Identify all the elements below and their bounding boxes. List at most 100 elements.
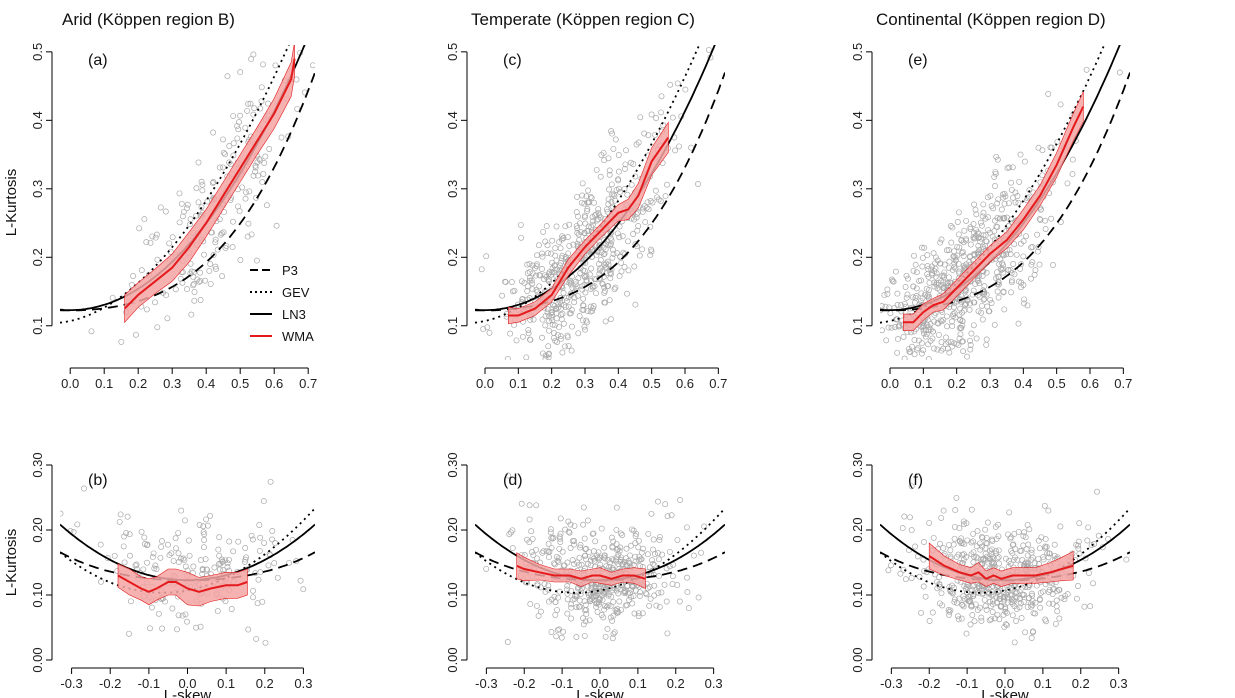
data-point [530,552,537,559]
data-point [584,308,591,314]
data-point [152,234,159,241]
data-point [904,275,911,282]
data-point [123,530,130,537]
data-point [608,181,615,188]
y-axis-title: L-Kurtosis [3,529,20,597]
data-point [196,278,203,285]
data-point [1091,541,1098,547]
data-point [617,530,624,537]
data-point [920,539,927,545]
data-point [582,274,588,281]
data-point [1000,252,1007,259]
data-point [905,345,912,352]
data-point [580,259,587,266]
data-point [1035,144,1042,151]
data-point [529,270,536,277]
data-point [534,555,540,562]
data-point [207,280,214,287]
data-point [626,552,633,559]
data-point [534,581,541,587]
data-point [478,266,485,273]
data-point [936,581,943,588]
data-point [202,277,208,284]
data-point [1035,555,1042,562]
data-point [907,514,913,521]
data-point [152,299,158,306]
data-point [251,105,258,112]
data-point [956,268,962,275]
data-point [263,202,270,209]
data-point [588,265,595,272]
data-point [601,250,608,257]
x-tick-label: 0.2 [543,376,561,391]
data-point [1011,271,1018,278]
data-point [1007,560,1014,567]
data-point [502,279,509,286]
data-point [970,322,977,329]
data-point [580,504,587,511]
data-point [1052,620,1059,627]
data-point [187,221,193,228]
data-point [567,521,574,528]
data-point [162,208,169,215]
data-point [203,566,210,573]
data-point [552,266,559,273]
data-point [138,267,145,274]
data-point [975,590,982,597]
data-point [927,326,934,333]
data-point [200,523,207,530]
data-point [1021,300,1027,307]
data-point [595,206,602,213]
data-point [150,550,157,557]
data-point [915,345,921,352]
data-point [983,269,990,276]
data-point [571,522,578,529]
data-point [564,559,571,566]
data-point [615,185,622,192]
data-point [639,208,646,215]
data-point [207,512,214,519]
data-point [982,243,989,250]
data-point [568,615,575,622]
x-tick-label: 0.0 [178,676,196,691]
data-point [930,534,937,541]
data-point [668,512,675,519]
data-point [978,617,985,624]
data-point [611,629,618,636]
x-tick-label: 0.3 [576,376,594,391]
data-point [975,234,982,241]
panel-f: -0.3 -0.2 -0.1 0.0 0.1 0.2 0.3 0.00 0.10 0.20 0.30… [850,452,1130,698]
wma-band [516,552,646,589]
data-point [603,263,610,270]
data-point [184,618,190,625]
data-point [1035,537,1042,544]
data-point [215,546,222,553]
data-point [553,257,560,264]
data-point [956,525,963,532]
y-tick-label: 0.20 [445,517,460,542]
data-point [293,558,300,565]
panel-a: 0.0 0.1 0.2 0.3 0.4 0.5 0.6 0.7 0.1 0.2 0.3 0.4 0.5 (… [3,43,317,391]
data-point [549,259,556,266]
data-point [175,550,182,557]
data-point [480,326,487,333]
data-point [529,286,536,293]
data-point [197,557,204,564]
data-point [1036,261,1043,268]
data-point [880,303,885,310]
data-point [179,612,186,619]
data-point [664,630,671,637]
data-point [1001,589,1008,596]
x-tick-label: 0.4 [197,376,215,391]
data-point [924,316,931,323]
data-point [643,591,650,598]
data-point [957,305,964,312]
data-point [591,283,598,290]
y-tick-label: 0.10 [850,582,865,607]
data-point [1007,267,1014,274]
data-point [147,625,153,632]
data-point [988,203,995,210]
data-point [569,323,575,330]
data-point [578,561,585,568]
data-point [951,584,957,591]
